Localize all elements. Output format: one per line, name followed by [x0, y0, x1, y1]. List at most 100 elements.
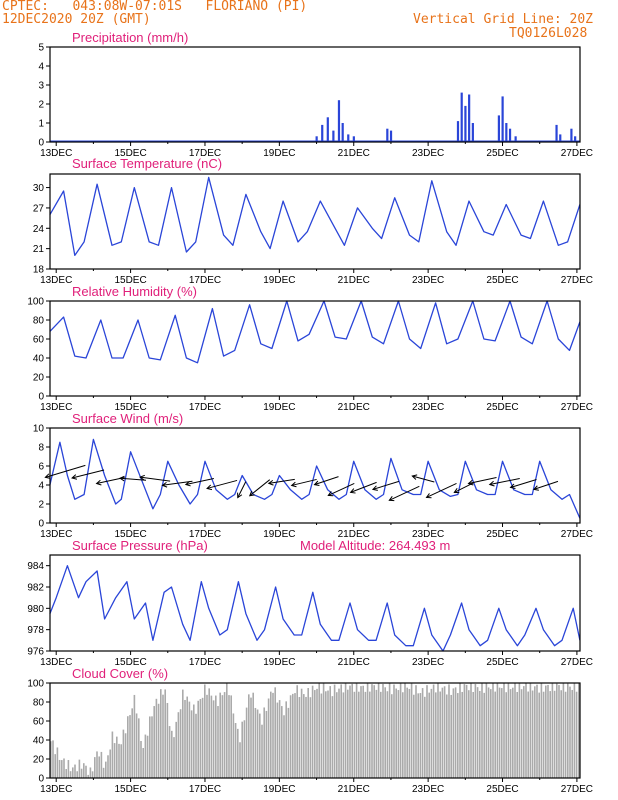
x-tick-label: 27DEC: [561, 148, 593, 159]
cloud-bar: [393, 684, 395, 778]
cloud-bar: [146, 735, 149, 778]
cloud-bar: [333, 684, 336, 778]
cloud-bar: [573, 683, 576, 778]
cloud-bar: [474, 683, 477, 778]
cloud-bar: [386, 691, 389, 778]
x-tick-label: 21DEC: [338, 657, 370, 668]
wind-arrow: [350, 481, 377, 493]
wind-arrow-head: [161, 481, 168, 488]
cloud-bar: [364, 691, 367, 778]
x-tick-label: 15DEC: [114, 275, 146, 286]
cloud-bar: [124, 733, 127, 778]
cloud-bar: [63, 758, 65, 778]
cloud-bar: [265, 710, 268, 778]
wind-arrow-head: [290, 481, 297, 488]
cloud-bar: [426, 685, 428, 778]
cloud-bar: [241, 721, 243, 778]
cloud-bar: [435, 692, 437, 778]
precip-bar: [460, 92, 463, 142]
cloud-bar: [307, 688, 309, 778]
cloud-bar: [472, 691, 474, 778]
wind-arrow-head: [327, 491, 334, 497]
cloud-bar: [168, 726, 171, 778]
cloud-bar: [525, 683, 527, 778]
cloud-bar: [325, 691, 327, 778]
x-tick-label: 21DEC: [338, 148, 370, 159]
x-tick-label: 23DEC: [412, 275, 444, 286]
cloud-bar: [311, 685, 314, 778]
precip-bar: [514, 136, 517, 142]
cloud-bar: [206, 694, 208, 778]
precip-bar: [315, 136, 318, 142]
panel-frame: [49, 300, 581, 397]
cloud-bar: [461, 691, 463, 778]
cloud-bar: [223, 692, 226, 778]
cloud-bar: [512, 687, 514, 778]
y-tick-label: 4: [38, 62, 44, 73]
cloud-bar: [360, 686, 362, 778]
cloud-bar: [292, 693, 294, 778]
cloud-bar: [76, 771, 78, 778]
cloud-bar: [85, 765, 87, 778]
cloud-bar: [457, 693, 459, 778]
precip-bar: [326, 117, 329, 142]
cloud-bar: [166, 702, 169, 778]
cloud-bar: [518, 683, 521, 778]
cloud-bar: [281, 706, 283, 778]
x-tick-label: 27DEC: [561, 402, 593, 413]
wind-arrow-head: [71, 474, 78, 480]
precip-bar: [559, 134, 562, 142]
y-tick-label: 984: [27, 561, 44, 572]
cloud-bar: [289, 695, 292, 778]
cloud-bar: [102, 767, 105, 778]
x-tick-label: 15DEC: [114, 784, 146, 795]
panel-frame: [49, 46, 581, 143]
cloud-bar: [388, 683, 391, 778]
cloud-bar: [428, 692, 430, 778]
cloud-bar: [122, 729, 125, 778]
cloud-bar: [309, 697, 312, 778]
y-tick-label: 100: [27, 679, 44, 690]
cloud-bar: [162, 694, 164, 778]
cloud-bar: [96, 751, 98, 778]
cloud-bar: [78, 759, 81, 778]
cloud-bar: [564, 691, 567, 778]
y-tick-label: 27: [33, 203, 45, 214]
cloud-bar: [549, 691, 551, 778]
cloud-bar: [278, 700, 281, 778]
cloud-bar: [314, 690, 316, 778]
cloud-bar: [558, 685, 560, 778]
x-tick-label: 19DEC: [263, 275, 295, 286]
cloud-bar: [157, 703, 160, 778]
cloud-bar: [212, 700, 215, 778]
cloud-bar: [492, 683, 494, 778]
precip-bar: [386, 128, 389, 142]
cloud-bar: [201, 697, 204, 778]
y-tick-label: 40: [33, 736, 45, 747]
cloud-bar: [182, 689, 184, 778]
cloud-bar: [340, 684, 342, 778]
x-tick-label: 27DEC: [561, 784, 593, 795]
precip-bar: [337, 100, 341, 142]
cloud-bar: [373, 685, 375, 778]
x-tick-label: 25DEC: [486, 529, 518, 540]
wind-arrow-head: [371, 485, 378, 491]
wind-arrow: [71, 469, 105, 479]
cloud-bar: [237, 728, 239, 778]
panel-title: Surface Temperature (nC): [72, 156, 222, 171]
y-tick-label: 982: [27, 583, 44, 594]
x-tick-label: 17DEC: [189, 784, 221, 795]
wind-arrow: [328, 482, 355, 496]
cloud-bar: [221, 695, 224, 778]
cloud-bar: [294, 693, 296, 778]
cloud-bar: [454, 687, 457, 778]
cloud-bar: [424, 696, 426, 778]
y-tick-label: 3: [38, 81, 44, 92]
cloud-bar: [153, 706, 155, 778]
y-tick-label: 976: [27, 647, 44, 658]
cloud-bar: [382, 683, 384, 778]
cloud-bar: [305, 696, 307, 778]
cloud-bar: [190, 710, 193, 778]
precip-bar: [352, 136, 355, 142]
x-tick-label: 23DEC: [412, 657, 444, 668]
